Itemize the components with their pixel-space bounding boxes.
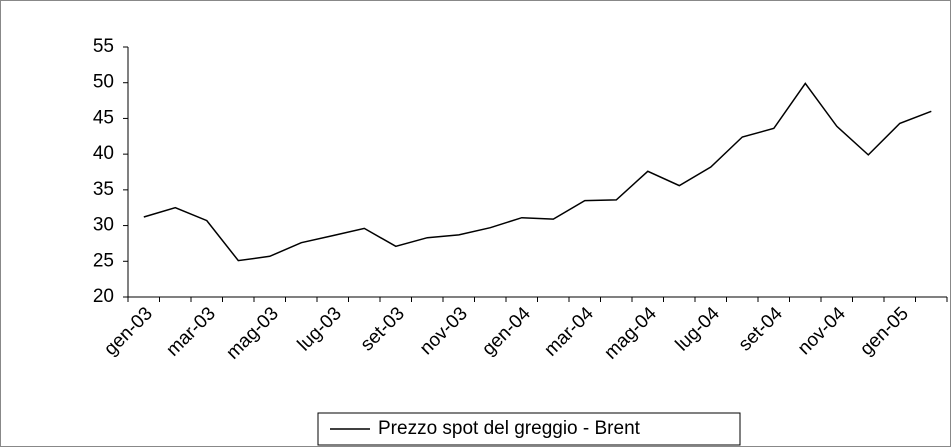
y-tick-label: 35 (93, 179, 114, 200)
y-tick-label: 40 (93, 143, 114, 164)
y-tick-label: 55 (93, 36, 114, 57)
y-tick-label: 50 (93, 72, 114, 93)
legend-box (317, 412, 741, 446)
y-tick-label: 20 (93, 286, 114, 307)
legend-label: Prezzo spot del greggio - Brent (378, 418, 641, 439)
y-tick-label: 45 (93, 107, 114, 128)
line (143, 82, 932, 262)
y-tick-label: 30 (93, 215, 114, 236)
y-tick-label: 25 (93, 250, 114, 271)
